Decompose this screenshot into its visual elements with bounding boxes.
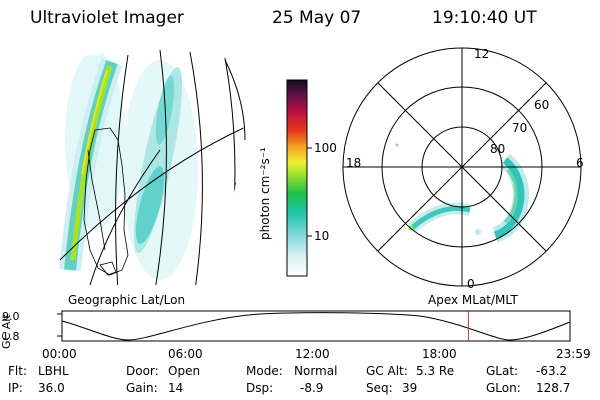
ip-value: 36.0	[38, 381, 65, 395]
glon-label: GLon:	[486, 381, 521, 395]
gain-value: 14	[168, 381, 184, 395]
orbit-xtick-0: 00:00	[42, 347, 77, 361]
colorbar-tick-100: 100	[314, 141, 337, 155]
dsp-label: Dsp:	[246, 381, 274, 395]
seq-value: 39	[402, 381, 418, 395]
geographic-caption: Geographic Lat/Lon	[68, 293, 186, 307]
mlt-label-18: 18	[346, 156, 362, 170]
mode-label: Mode:	[246, 364, 283, 378]
gcalt-label: GC Alt:	[366, 364, 408, 378]
date-label: 25 May 07	[272, 8, 362, 28]
seq-label: Seq:	[366, 381, 393, 395]
altitude-curve	[61, 312, 571, 341]
lat-lon-grid	[59, 49, 245, 285]
aurora-arc-left	[59, 58, 123, 272]
mode-value: Normal	[294, 364, 338, 378]
flt-value: LBHL	[38, 364, 69, 378]
lat-label-80: 80	[490, 142, 506, 156]
lat-label-60: 60	[534, 98, 550, 112]
door-label: Door:	[126, 364, 159, 378]
lat-label-70: 70	[512, 121, 528, 135]
orbit-xtick-3: 18:00	[422, 347, 457, 361]
ip-label: IP:	[8, 381, 23, 395]
mlt-label-12: 12	[474, 47, 490, 61]
glat-value: -63.2	[536, 364, 568, 378]
orbit-ytick-9: 9.0	[2, 310, 20, 323]
dsp-value: -8.9	[300, 381, 324, 395]
colorbar-tick-10: 10	[314, 229, 330, 243]
apex-caption: Apex MLat/MLT	[428, 293, 518, 307]
time-label: 19:10:40 UT	[432, 8, 537, 28]
instrument-title: Ultraviolet Imager	[30, 8, 184, 28]
orbit-xtick-1: 06:00	[168, 347, 203, 361]
glon-value: 128.7	[536, 381, 571, 395]
orbit-plot-frame	[61, 310, 571, 342]
glat-label: GLat:	[486, 364, 519, 378]
color-bar-gradient	[286, 79, 308, 277]
flt-label: Flt:	[8, 364, 27, 378]
orbit-xtick-2: 12:00	[295, 347, 330, 361]
map-edge	[224, 59, 246, 141]
mlt-label-0: 0	[467, 277, 475, 291]
door-value: Open	[168, 364, 201, 378]
orbit-ylabel: GC Alt	[0, 314, 13, 349]
orbit-ytick-1-8: 1.8	[2, 330, 20, 343]
polar-grid	[342, 47, 582, 287]
mlt-label-6: 6	[576, 156, 584, 170]
orbit-xtick-4: 23:59	[556, 347, 591, 361]
gcalt-value: 5.3 Re	[416, 364, 455, 378]
gain-label: Gain:	[126, 381, 158, 395]
